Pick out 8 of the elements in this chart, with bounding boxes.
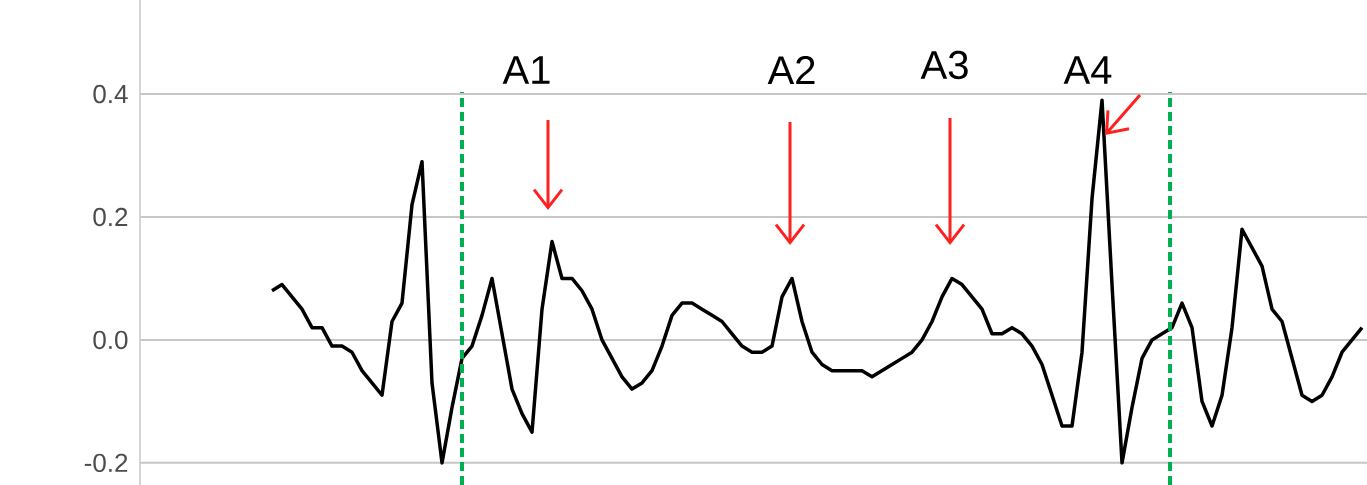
y-tick-label: -0.2 [84, 453, 128, 473]
y-tick-label: 0.4 [93, 84, 128, 104]
annotation: A2 [767, 56, 815, 84]
y-tick-label: 0.0 [93, 330, 128, 350]
annotation: A3 [920, 50, 968, 80]
annotation: A4 [1063, 56, 1112, 84]
annotation: A1 [502, 56, 550, 84]
y-tick-label: 0.2 [93, 207, 128, 227]
